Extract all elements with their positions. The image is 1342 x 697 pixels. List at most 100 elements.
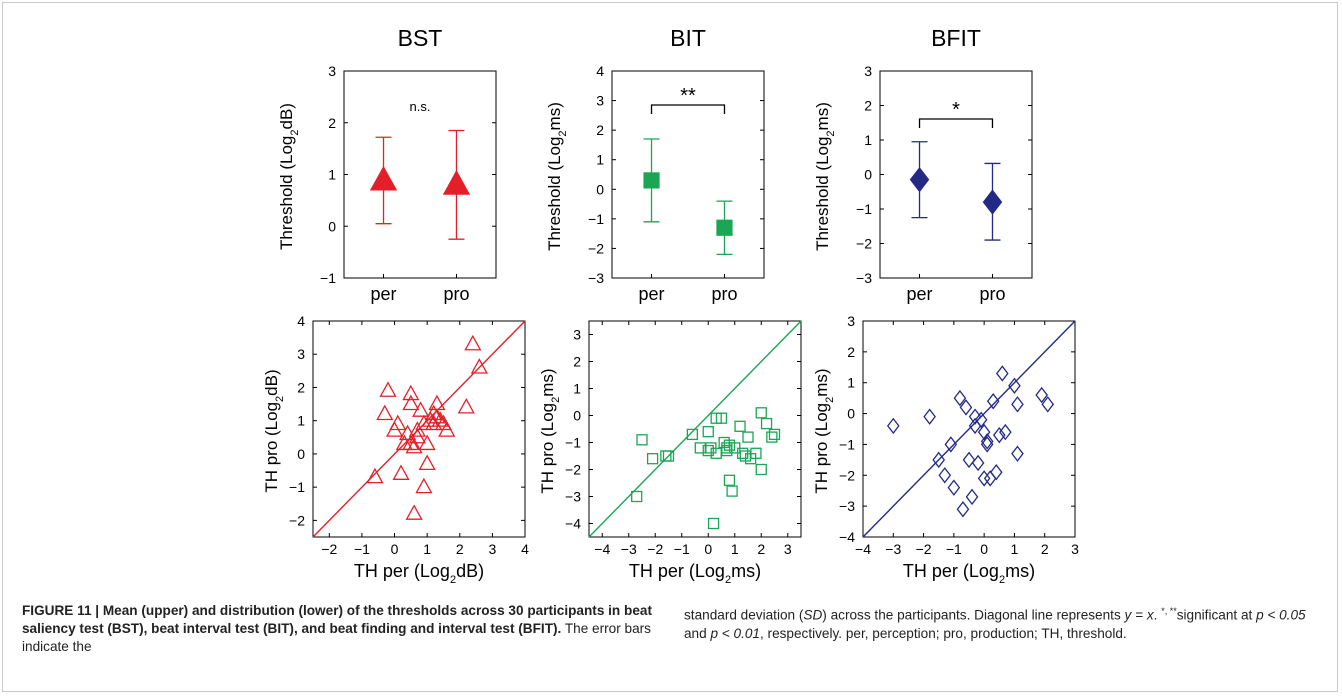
upper-2-ytick-label: 0	[596, 181, 604, 197]
lower-2-plot-frame	[588, 320, 802, 538]
upper-1-xtick-label: pro	[443, 284, 469, 304]
caption-significance-marks: *, **	[1161, 606, 1177, 616]
lower-3-ytick-label: 1	[847, 375, 855, 391]
lower-2-data-point	[755, 463, 767, 476]
lower-1-data-point	[415, 477, 433, 494]
lower-3-data-point	[947, 479, 961, 496]
lower-3-xtick-label: 1	[1011, 541, 1019, 557]
lower-2-data-point	[702, 426, 714, 438]
upper-2-ytick-label: −2	[588, 240, 604, 256]
lower-1-xtick-label: 0	[391, 541, 399, 557]
upper-2-ytick-label: 2	[596, 122, 604, 138]
lower-2-xtick-label: −3	[621, 541, 637, 557]
lower-1-xtick-label: −1	[354, 541, 370, 557]
lower-2-data-point	[631, 490, 643, 503]
upper-3-annotation: *	[952, 99, 960, 121]
lower-1-data-point	[402, 384, 420, 401]
upper-3-ylabel: Threshold (Log2ms)	[813, 102, 837, 251]
lower-2-ytick-label: 1	[573, 381, 581, 397]
lower-3-ytick-label: 3	[847, 313, 855, 329]
upper-2-ytick-label: 3	[596, 93, 604, 109]
lower-1-ytick-label: −2	[289, 512, 305, 528]
lower-3-data-point	[965, 488, 979, 506]
upper-1-ytick-label: 2	[328, 115, 336, 131]
caption-left-column: FIGURE 11 | Mean (upper) and distributio…	[22, 602, 662, 656]
lower-1-ytick-label: 1	[297, 413, 305, 429]
upper-2-ytick-label: 1	[596, 152, 604, 168]
lower-3-ylabel: TH pro (Log2ms)	[812, 368, 836, 493]
caption-title: FIGURE 11 | Mean (upper) and distributio…	[22, 603, 652, 636]
lower-3-data-point	[971, 454, 985, 472]
lower-3-ytick-label: −2	[839, 467, 855, 483]
upper-3-mean-marker	[909, 166, 930, 193]
upper-1-ytick-label: 1	[328, 167, 336, 183]
upper-2-ytick-label: −3	[588, 270, 604, 286]
lower-1-data-point	[438, 421, 456, 437]
lower-3-xtick-label: 0	[980, 541, 988, 557]
lower-3-ytick-label: 2	[847, 344, 855, 360]
lower-1-xtick-label: 3	[488, 541, 496, 557]
lower-1-data-point	[470, 358, 488, 374]
lower-1-data-point	[392, 464, 410, 480]
lower-2-data-point	[742, 431, 754, 443]
upper-1-ytick-label: −1	[320, 270, 336, 286]
lower-2-data-point	[760, 417, 773, 430]
upper-2-ylabel: Threshold (Log2ms)	[545, 102, 569, 251]
lower-2-data-point	[734, 420, 746, 432]
lower-2-data-point	[723, 474, 736, 486]
lower-1-data-point	[376, 404, 394, 421]
lower-2-ytick-label: 0	[573, 408, 581, 424]
lower-2-xtick-label: 2	[757, 541, 765, 557]
upper-2-ytick-label: 4	[596, 63, 604, 79]
upper-2-xtick-label: pro	[711, 284, 737, 304]
upper-3-ytick-label: 3	[864, 63, 872, 79]
lower-3-data-point	[1008, 377, 1021, 395]
lower-2-xtick-label: 0	[704, 541, 712, 557]
lower-1-ylabel: TH pro (Log2dB)	[262, 369, 286, 492]
lower-3-data-point	[938, 467, 952, 484]
lower-2-xtick-label: −2	[647, 541, 663, 557]
lower-1-data-point	[418, 434, 436, 451]
upper-1-ylabel: Threshold (Log2dB)	[277, 103, 301, 250]
lower-3-data-point	[980, 436, 994, 453]
upper-3-ytick-label: −2	[856, 236, 872, 252]
upper-2-mean-marker	[643, 172, 660, 189]
upper-3-ytick-label: 1	[864, 132, 872, 148]
upper-2-title: BIT	[670, 25, 706, 51]
upper-3-ytick-label: −1	[856, 201, 872, 217]
lower-2-xtick-label: −4	[594, 541, 610, 557]
lower-2-data-point	[646, 453, 659, 465]
caption-text: The error bars indicate the	[22, 621, 651, 654]
lower-3-xtick-label: −3	[885, 541, 901, 557]
lower-1-xlabel: TH per (Log2dB)	[354, 561, 484, 586]
lower-3-data-point	[923, 408, 936, 425]
caption-text: standard deviation (	[684, 607, 804, 623]
lower-3-data-point	[1011, 396, 1024, 413]
upper-1-mean-marker	[369, 165, 398, 191]
lower-3-ytick-label: 0	[847, 406, 855, 422]
lower-2-xtick-label: 1	[731, 541, 739, 557]
lower-3-data-point	[977, 423, 991, 441]
lower-3-xtick-label: −4	[855, 541, 871, 557]
lower-2-ytick-label: 2	[573, 354, 581, 370]
lower-2-data-point	[715, 412, 728, 424]
caption-right-column: standard deviation (SD) across the parti…	[684, 602, 1324, 643]
lower-1-data-point	[415, 414, 433, 431]
lower-1-data-point	[379, 381, 397, 397]
lower-2-data-point	[726, 485, 738, 497]
upper-1-xtick-label: per	[371, 284, 397, 304]
lower-2-xtick-label: −1	[674, 541, 690, 557]
lower-1-ytick-label: 2	[297, 379, 305, 395]
lower-3-data-point	[932, 451, 946, 469]
lower-2-ytick-label: −1	[565, 435, 581, 451]
lower-3-ytick-label: −3	[839, 498, 855, 514]
lower-3-data-point	[953, 389, 967, 407]
lower-2-ytick-label: 3	[573, 327, 581, 343]
lower-3-xtick-label: −1	[946, 541, 962, 557]
lower-3-data-point	[999, 423, 1012, 441]
lower-3-xlabel: TH per (Log2ms)	[903, 561, 1035, 586]
caption-text: .	[1153, 607, 1162, 623]
lower-2-xtick-label: 3	[784, 541, 792, 557]
upper-3-ytick-label: 0	[864, 167, 872, 183]
